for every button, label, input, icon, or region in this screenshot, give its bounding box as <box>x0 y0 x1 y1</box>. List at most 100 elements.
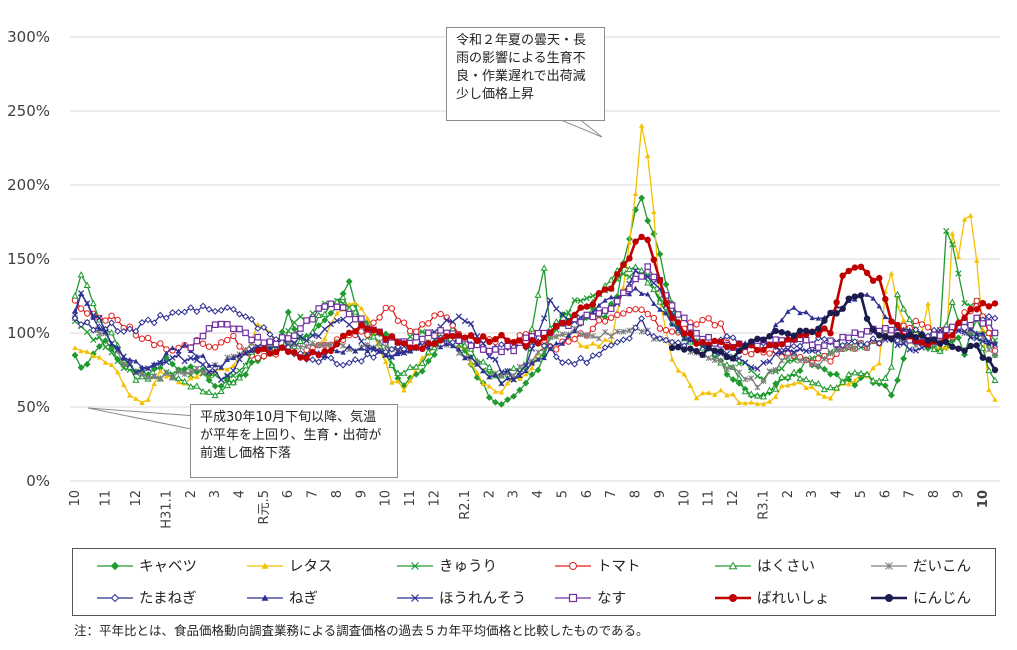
data-point <box>839 333 846 341</box>
data-point <box>395 378 401 384</box>
data-point <box>157 375 164 382</box>
data-point <box>333 317 341 324</box>
data-point <box>693 329 700 337</box>
data-point <box>211 344 219 351</box>
data-point <box>102 337 109 345</box>
data-point <box>242 329 249 337</box>
data-point <box>303 317 310 324</box>
data-point <box>827 370 834 378</box>
data-point <box>900 355 908 363</box>
data-point <box>815 390 822 396</box>
x-tick-label: 3 <box>507 490 522 498</box>
data-point <box>815 355 822 362</box>
data-point <box>139 400 145 405</box>
data-point <box>138 319 146 326</box>
data-point <box>784 330 792 337</box>
data-point <box>979 354 987 361</box>
data-point <box>607 305 615 312</box>
data-point <box>742 400 748 406</box>
legend-item-daikon: だいこん <box>869 555 971 576</box>
data-point <box>663 310 669 316</box>
data-point <box>498 400 505 408</box>
data-point <box>741 348 749 356</box>
data-point <box>619 336 627 344</box>
data-point <box>803 385 809 390</box>
data-point <box>571 328 578 334</box>
data-point <box>461 341 469 349</box>
data-point <box>985 319 993 326</box>
data-point <box>980 327 986 332</box>
data-point <box>242 313 250 320</box>
x-tick-label: 7 <box>903 490 918 498</box>
data-point <box>205 343 213 350</box>
data-point <box>656 250 664 258</box>
data-point <box>382 343 389 350</box>
data-point <box>973 297 980 305</box>
data-point <box>297 333 304 340</box>
data-point <box>236 356 243 363</box>
data-point <box>517 376 523 382</box>
data-point <box>498 389 505 395</box>
data-point <box>194 353 200 359</box>
data-point <box>748 364 755 371</box>
data-point <box>680 314 688 322</box>
data-point <box>431 332 438 339</box>
data-point <box>400 349 408 357</box>
data-point <box>668 344 676 351</box>
data-point <box>278 328 286 336</box>
data-point <box>491 398 499 406</box>
data-point <box>498 341 505 348</box>
data-point <box>827 330 834 337</box>
data-point <box>169 360 176 368</box>
data-point <box>528 325 536 332</box>
data-point <box>339 361 347 369</box>
data-point <box>589 301 597 308</box>
data-point <box>199 332 207 340</box>
data-point <box>394 369 402 376</box>
data-point <box>577 297 584 304</box>
data-point <box>412 333 420 341</box>
data-point <box>541 315 548 322</box>
data-point <box>352 328 359 335</box>
data-point <box>242 371 250 379</box>
data-point <box>961 300 968 307</box>
data-point <box>674 319 682 326</box>
data-point <box>333 341 341 348</box>
data-point <box>820 385 828 393</box>
data-point <box>205 305 213 313</box>
data-point <box>534 366 542 374</box>
data-point <box>412 344 420 351</box>
data-point <box>748 399 754 405</box>
data-point <box>808 378 816 386</box>
data-point <box>821 317 828 324</box>
data-point <box>309 348 316 356</box>
data-point <box>644 217 652 225</box>
data-point <box>71 292 79 299</box>
data-point <box>974 331 980 336</box>
data-point <box>84 349 90 354</box>
data-point <box>83 310 91 317</box>
data-point <box>437 310 444 318</box>
data-point <box>90 336 97 344</box>
data-point <box>71 351 79 359</box>
data-point <box>266 350 274 357</box>
data-point <box>333 303 341 311</box>
data-point <box>339 332 347 340</box>
data-point <box>974 257 980 263</box>
data-point <box>346 321 353 328</box>
x-tick-label: 2 <box>184 490 199 498</box>
data-point <box>992 396 998 402</box>
data-point <box>297 344 304 351</box>
data-point <box>431 351 438 358</box>
data-point <box>668 302 676 309</box>
data-point <box>924 324 932 331</box>
data-point <box>480 333 487 340</box>
data-point <box>394 339 402 346</box>
y-tick-label: 300% <box>7 28 50 46</box>
data-point <box>188 375 194 381</box>
data-point <box>900 305 908 312</box>
data-point <box>857 369 865 377</box>
data-point <box>504 337 511 344</box>
y-tick-label: 100% <box>7 324 50 342</box>
data-point <box>796 357 804 364</box>
